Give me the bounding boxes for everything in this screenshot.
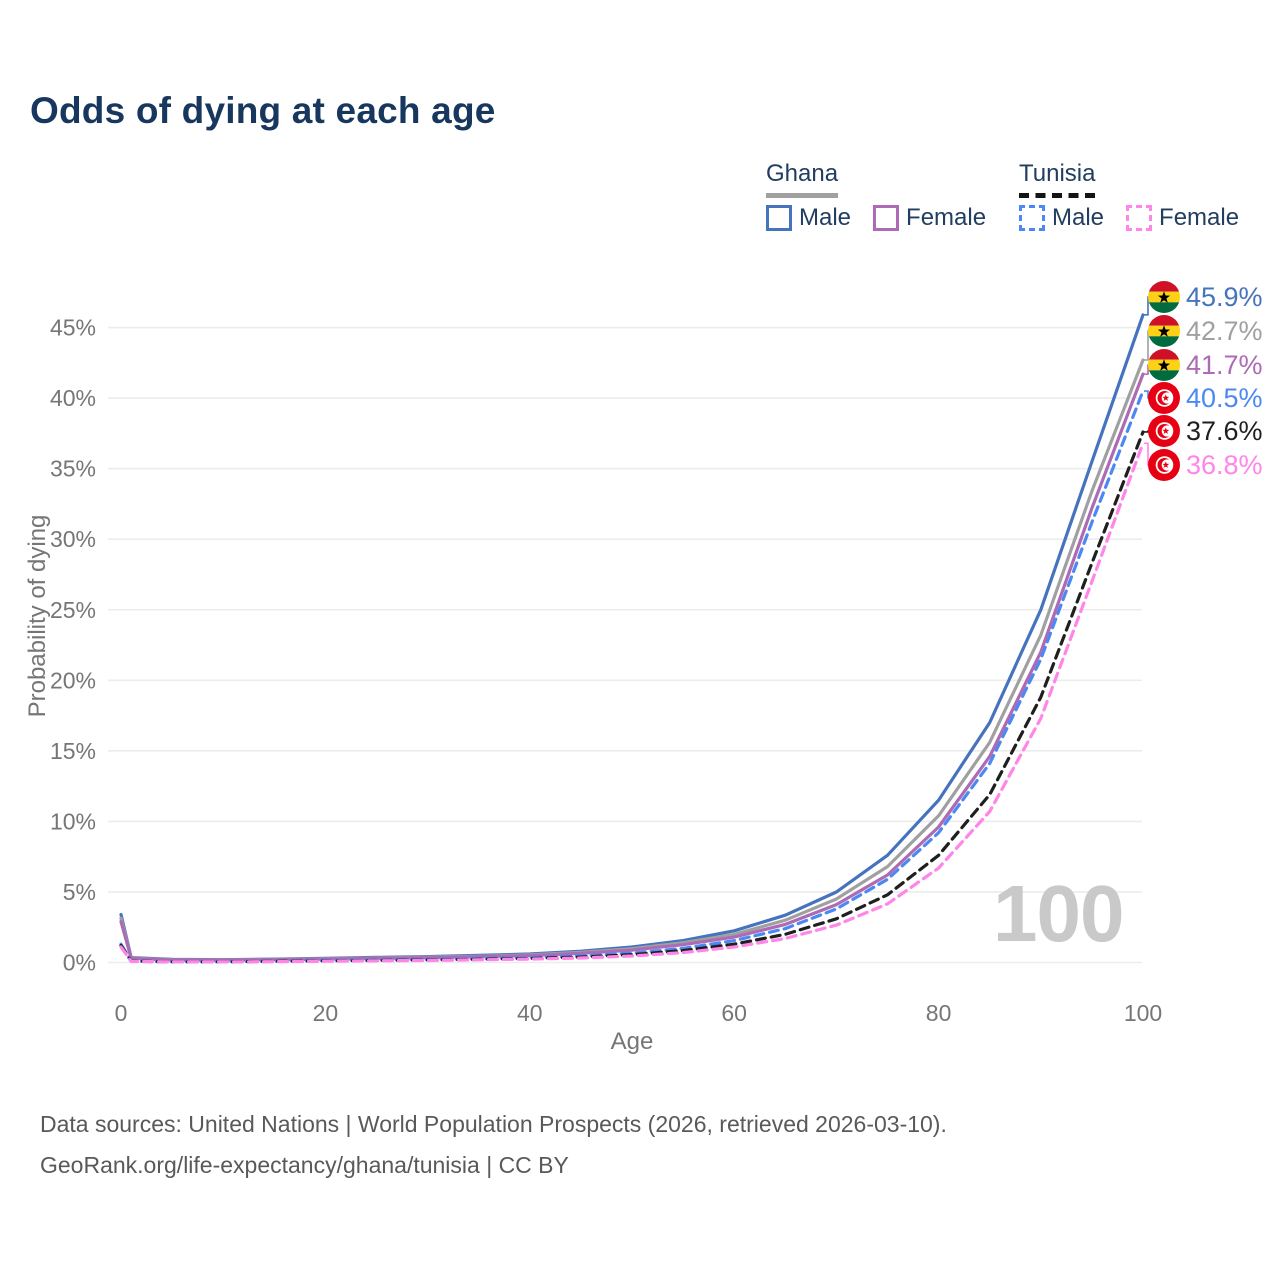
- x-tick-label: 100: [1124, 1000, 1162, 1026]
- end-value-label: 36.8%: [1186, 450, 1263, 480]
- series-line-tunisia-male[interactable]: [119, 389, 1145, 964]
- y-tick-label: 40%: [50, 385, 96, 411]
- legend-swatch-dashed: [1019, 205, 1045, 231]
- end-value-label: 41.7%: [1186, 350, 1263, 380]
- end-value-label: 40.5%: [1186, 383, 1263, 413]
- page-title: Odds of dying at each age: [30, 90, 496, 131]
- legend-item-label: Male: [1052, 204, 1105, 231]
- y-tick-label: 15%: [50, 738, 96, 764]
- legend-header-tunisia: Tunisia: [1019, 160, 1096, 198]
- legend-item-ghana-female[interactable]: Female: [873, 204, 986, 232]
- flag-icon-ghana: [1148, 281, 1180, 313]
- legend-item-tunisia-female[interactable]: Female: [1126, 204, 1239, 232]
- y-tick-label: 10%: [50, 808, 96, 834]
- legend-item-tunisia-male[interactable]: Male: [1019, 204, 1104, 232]
- flag-icon-tunisia: [1148, 382, 1180, 414]
- x-tick-label: 60: [721, 1000, 747, 1026]
- y-axis-title: Probability of dying: [24, 515, 51, 718]
- flag-icon-ghana: [1148, 315, 1180, 347]
- legend-swatch-solid: [873, 205, 900, 231]
- y-tick-label: 45%: [50, 315, 96, 341]
- legend-item-ghana-male[interactable]: Male: [766, 204, 851, 232]
- footer: Data sources: United Nations | World Pop…: [40, 1104, 947, 1186]
- legend-item-label: Male: [799, 204, 852, 231]
- end-value-label: 37.6%: [1186, 416, 1263, 446]
- x-axis-title: Age: [611, 1028, 654, 1055]
- series-line-ghana-male[interactable]: [119, 313, 1145, 962]
- x-tick-label: 20: [313, 1000, 339, 1026]
- x-tick-label: 80: [926, 1000, 952, 1026]
- hover-age-watermark: 100: [993, 869, 1124, 958]
- legend-item-label: Female: [1159, 204, 1240, 231]
- y-tick-label: 20%: [50, 667, 96, 693]
- y-tick-label: 25%: [50, 597, 96, 623]
- legend-header-ghana: Ghana: [766, 160, 839, 198]
- x-tick-label: 40: [517, 1000, 543, 1026]
- attribution-line[interactable]: GeoRank.org/life-expectancy/ghana/tunisi…: [40, 1152, 569, 1178]
- legend-group-tunisia: Tunisia Male Female: [1019, 160, 1239, 232]
- end-value-label: 45.9%: [1186, 282, 1263, 312]
- legend-swatch-dashed: [1126, 205, 1153, 231]
- y-tick-label: 5%: [63, 879, 96, 905]
- series-line-ghana-both[interactable]: [119, 358, 1145, 962]
- y-tick-label: 0%: [63, 950, 96, 976]
- series-line-ghana-female[interactable]: [119, 372, 1145, 962]
- legend-swatch-solid: [766, 205, 792, 231]
- y-tick-label: 30%: [50, 526, 96, 552]
- flag-icon-ghana: [1148, 349, 1180, 381]
- flag-icon-tunisia: [1148, 449, 1180, 481]
- legend-item-label: Female: [906, 204, 987, 231]
- flag-icon-tunisia: [1148, 415, 1180, 447]
- series-line-tunisia-female[interactable]: [119, 441, 1145, 964]
- data-sources-line: Data sources: United Nations | World Pop…: [40, 1111, 947, 1137]
- end-value-label: 42.7%: [1186, 316, 1263, 346]
- x-tick-label: 0: [115, 1000, 128, 1026]
- legend-group-ghana: Ghana Male Female: [766, 160, 986, 232]
- y-tick-label: 35%: [50, 456, 96, 482]
- series-line-tunisia-both[interactable]: [119, 430, 1145, 964]
